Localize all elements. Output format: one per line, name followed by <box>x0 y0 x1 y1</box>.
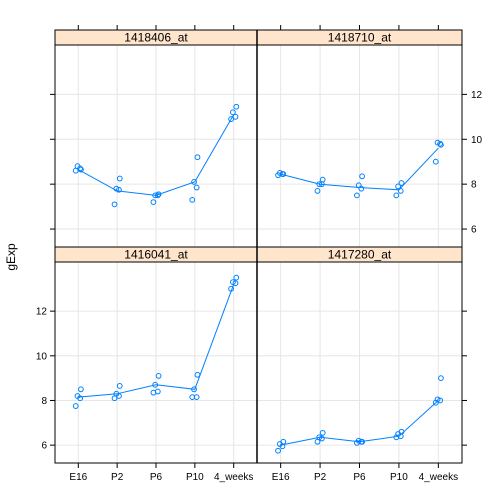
data-point <box>395 183 402 190</box>
data-point <box>116 175 123 182</box>
data-point <box>359 173 366 180</box>
x-tick-label: E16 <box>69 472 87 483</box>
data-point <box>191 386 197 393</box>
data-point <box>280 438 287 445</box>
data-point <box>359 438 366 445</box>
y-tick-label: 10 <box>36 351 48 362</box>
data-point <box>398 180 405 186</box>
data-point <box>393 192 400 199</box>
data-point <box>154 388 161 395</box>
x-tick-label: P2 <box>111 472 124 483</box>
x-tick-label: P6 <box>150 472 163 483</box>
outer-border <box>54 29 463 464</box>
x-tick-label: P10 <box>390 472 408 483</box>
panels-group: 1418406_at 1418710_at 1416041_at 1417280_at <box>54 29 463 464</box>
data-point <box>355 437 362 444</box>
data-point <box>432 158 439 165</box>
panel-2: 1416041_at <box>54 246 258 464</box>
x-tick-label: E16 <box>272 472 290 483</box>
data-point <box>193 184 200 191</box>
data-point <box>229 109 236 116</box>
y-tick-label-right: 10 <box>471 135 483 146</box>
panel-title: 1418710_at <box>328 31 392 45</box>
data-point <box>233 103 240 110</box>
x-tick-label: 4_weeks <box>214 472 253 483</box>
data-point <box>74 163 81 170</box>
data-point <box>438 141 444 148</box>
data-point <box>355 182 362 189</box>
x-tick-label: P2 <box>314 472 327 483</box>
data-point <box>397 187 404 194</box>
data-point <box>319 429 326 436</box>
data-point <box>354 192 360 199</box>
data-point <box>193 394 200 401</box>
data-point <box>74 393 81 399</box>
data-point <box>194 371 201 378</box>
x-tick-label: 4_weeks <box>419 472 458 483</box>
data-point <box>280 171 287 177</box>
data-point <box>316 434 323 441</box>
data-point <box>276 170 283 176</box>
data-point <box>319 176 326 183</box>
y-axis-title: gExp <box>4 243 18 271</box>
data-point <box>189 196 196 203</box>
data-point <box>232 113 239 120</box>
panel-1: 1418710_at <box>256 29 463 248</box>
data-point <box>155 373 162 379</box>
data-point <box>152 381 159 388</box>
y-tick-label-right: 12 <box>471 90 483 101</box>
panel-title: 1417280_at <box>328 248 392 262</box>
data-point <box>314 187 321 194</box>
data-point <box>228 116 234 122</box>
data-point <box>155 191 162 198</box>
data-point <box>113 390 120 397</box>
data-point <box>78 166 84 173</box>
data-point <box>113 185 120 192</box>
data-point <box>154 192 161 199</box>
panel-0: 1418406_at <box>54 29 258 248</box>
x-tick-label: P10 <box>186 472 204 483</box>
y-tick-label-right: 8 <box>471 180 477 191</box>
data-point <box>316 181 323 188</box>
y-tick-label: 8 <box>41 396 47 407</box>
data-point <box>111 201 118 208</box>
data-point <box>194 154 201 161</box>
mean-line <box>78 284 235 398</box>
data-point <box>78 386 84 393</box>
data-point <box>150 199 157 206</box>
data-point <box>275 447 281 454</box>
data-point <box>228 285 234 292</box>
data-point <box>398 428 405 435</box>
data-point <box>191 179 197 185</box>
data-point <box>434 396 441 403</box>
data-point <box>152 192 159 199</box>
data-point <box>438 375 444 382</box>
data-point <box>116 383 123 389</box>
data-point <box>233 274 240 281</box>
x-tick-label: P6 <box>353 472 366 483</box>
data-point <box>229 279 236 286</box>
panel-title: 1418406_at <box>124 31 188 45</box>
y-tick-label: 6 <box>41 441 47 452</box>
data-point <box>72 403 79 409</box>
y-tick-label: 12 <box>36 307 48 318</box>
axes-group: E16 P2 P6 P10 4_weeks E16 P2 P6 P10 4_weeks 6 8 10 12… <box>36 25 483 483</box>
panel-3: 1417280_at <box>256 246 463 464</box>
panel-title: 1416041_at <box>124 248 188 262</box>
y-tick-label-right: 6 <box>471 225 477 236</box>
